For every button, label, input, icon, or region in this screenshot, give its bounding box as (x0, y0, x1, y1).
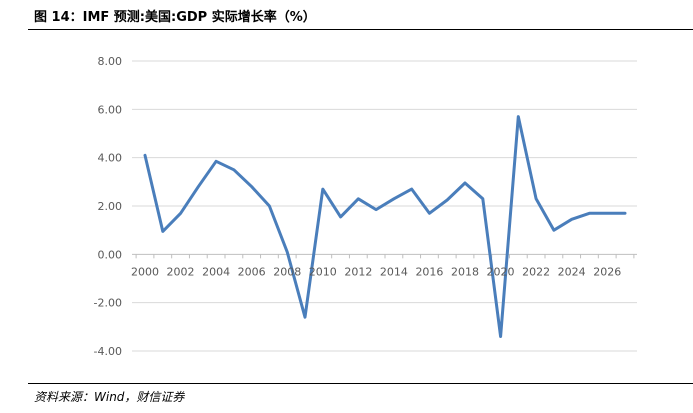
y-tick-label: -2.00 (94, 297, 122, 310)
x-tick-label: 2006 (238, 265, 266, 278)
x-tick-label: 2002 (167, 265, 195, 278)
x-tick-label: 2016 (415, 265, 443, 278)
y-tick-labels: 8.00 6.00 4.00 2.00 0.00 -2.00 -4.00 (94, 55, 122, 358)
series-layer (143, 115, 627, 338)
gdp-growth-chart: 8.006.004.002.000.00-2.00-4.00 2000 2002 2… (94, 55, 637, 358)
x-tick-label: 2014 (380, 265, 408, 278)
y-tick-label: 2.00 (98, 200, 123, 213)
x-tick-label: 2000 (131, 265, 159, 278)
source-note: 资料来源：Wind，财信证券 (34, 390, 185, 404)
series-line-0 (143, 115, 627, 338)
x-tick-label: 2008 (273, 265, 301, 278)
y-tick-label: 4.00 (98, 152, 123, 165)
x-tick-label: 2022 (522, 265, 550, 278)
y-tick-label: 8.00 (98, 55, 123, 68)
x-tick-label: 2020 (487, 265, 515, 278)
y-tick-label: -4.00 (94, 345, 122, 358)
x-tick-label: 2012 (344, 265, 372, 278)
x-tick-labels: 2000 2002 2004 2006 2008 2010 2012 2014 2016 2018… (131, 265, 621, 278)
x-tick-label: 2018 (451, 265, 479, 278)
x-tick-label: 2026 (593, 265, 621, 278)
x-axis (132, 253, 637, 259)
x-tick-label: 2010 (309, 265, 337, 278)
x-tick-label: 2024 (558, 265, 586, 278)
y-tick-label: 0.00 (98, 248, 123, 261)
y-tick-label: 6.00 (98, 103, 123, 116)
chart-title: 图 14：IMF 预测:美国:GDP 实际增长率（%） (34, 10, 316, 25)
title-rule (28, 29, 693, 30)
footer-rule (28, 383, 693, 384)
x-tick-label: 2004 (202, 265, 230, 278)
